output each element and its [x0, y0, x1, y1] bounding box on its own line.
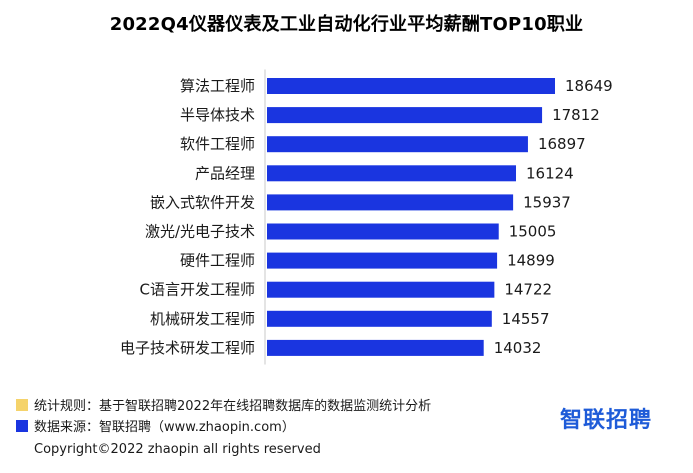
category-label: 硬件工程师 [180, 252, 255, 270]
value-label: 17812 [552, 106, 600, 124]
bar [267, 136, 528, 153]
stat-rule-text: 统计规则：基于智联招聘2022年在线招聘数据库的数据监测统计分析 [34, 399, 432, 414]
category-label: 半导体技术 [180, 106, 255, 124]
data-source-text: 数据来源：智联招聘（www.zhaopin.com） [34, 420, 295, 435]
value-label: 18649 [565, 77, 613, 95]
copyright: Copyright©2022 zhaopin all rights reserv… [34, 442, 321, 457]
bar [267, 223, 499, 240]
bar-chart: 算法工程师 18649 半导体技术 17812 软件工程师 16897 产品经理 16124 嵌… [120, 69, 613, 365]
yellow-square-icon [16, 398, 28, 411]
bar [267, 310, 492, 327]
category-label: 算法工程师 [180, 77, 255, 95]
bar [267, 165, 517, 182]
bar [267, 339, 484, 356]
stat-rule-note: 统计规则：基于智联招聘2022年在线招聘数据库的数据监测统计分析 [16, 395, 431, 414]
zhaopin-logo: 智联招聘 [560, 408, 653, 433]
bar [267, 252, 498, 269]
category-label: 嵌入式软件开发 [150, 193, 255, 211]
value-label: 15005 [509, 223, 557, 241]
value-label: 14899 [507, 252, 555, 270]
bar [267, 107, 543, 124]
value-label: 16897 [538, 135, 586, 153]
category-label: 激光/光电子技术 [145, 223, 255, 241]
value-label: 14722 [504, 281, 552, 299]
bar [267, 78, 555, 94]
bar [267, 281, 495, 298]
value-label: 16124 [526, 164, 574, 182]
category-label: 电子技术研发工程师 [120, 339, 255, 357]
value-label: 15937 [523, 193, 571, 211]
blue-square-icon [16, 419, 28, 432]
category-label: 机械研发工程师 [150, 310, 255, 328]
value-label: 14557 [502, 310, 550, 328]
data-source-note: 数据来源：智联招聘（www.zhaopin.com） [16, 416, 295, 435]
chart-title: 2022Q4仪器仪表及工业自动化行业平均薪酬TOP10职业 [109, 14, 584, 35]
bar [267, 194, 514, 211]
category-label: C语言开发工程师 [140, 281, 255, 299]
value-label: 14032 [494, 339, 542, 357]
category-label: 软件工程师 [180, 135, 255, 153]
category-label: 产品经理 [195, 164, 255, 182]
